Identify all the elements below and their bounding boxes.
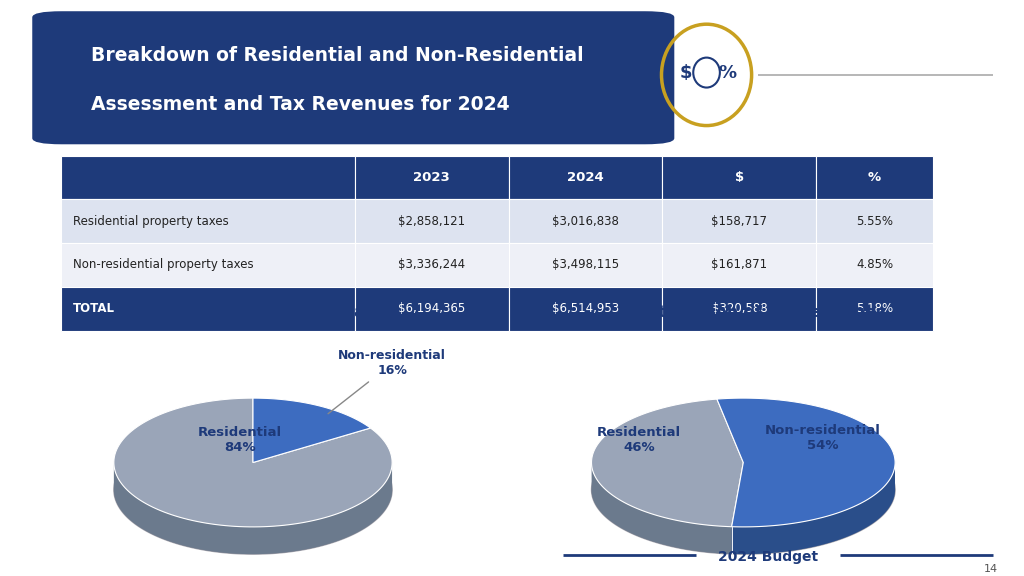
Text: TOTAL: TOTAL [73,302,115,315]
Bar [509,243,663,287]
Title: Distribution of the evaluation: Distribution of the evaluation [132,305,400,320]
Text: 5.55%: 5.55% [856,215,893,228]
Text: $3,498,115: $3,498,115 [552,259,620,271]
Text: Residential
46%: Residential 46% [597,426,681,454]
Bar [816,156,933,199]
Bar [355,199,509,243]
Text: $: $ [680,63,692,82]
Bar [663,287,816,331]
Text: $320,588: $320,588 [712,302,767,315]
Text: Non-residential
16%: Non-residential 16% [328,350,446,414]
Polygon shape [114,425,392,554]
Text: $3,016,838: $3,016,838 [552,215,620,228]
Polygon shape [592,399,743,526]
Text: 2023: 2023 [414,171,451,184]
Text: $158,717: $158,717 [712,215,767,228]
Text: Non-residential property taxes: Non-residential property taxes [73,259,253,271]
Bar [816,287,933,331]
Polygon shape [717,398,895,527]
Text: Breakdown of Residential and Non-Residential: Breakdown of Residential and Non-Residen… [90,47,584,66]
Text: $: $ [735,171,743,184]
Text: 2024: 2024 [567,171,604,184]
Text: Residential
84%: Residential 84% [198,426,282,454]
Bar [509,199,663,243]
Polygon shape [732,460,895,554]
Text: Non-residential
54%: Non-residential 54% [765,424,881,452]
Polygon shape [114,398,392,527]
Polygon shape [253,398,371,463]
Text: Residential property taxes: Residential property taxes [73,215,228,228]
Bar [663,243,816,287]
Bar [663,199,816,243]
Bar [663,156,816,199]
Bar [355,243,509,287]
Text: $3,336,244: $3,336,244 [398,259,466,271]
Text: $6,194,365: $6,194,365 [398,302,466,315]
Polygon shape [114,460,392,554]
Text: 5.18%: 5.18% [856,302,893,315]
Polygon shape [592,460,732,554]
Text: Assessment and Tax Revenues for 2024: Assessment and Tax Revenues for 2024 [90,95,509,114]
Title: Distribution of tax revenues: Distribution of tax revenues [630,305,886,320]
Text: 4.85%: 4.85% [856,259,893,271]
Bar [355,287,509,331]
Bar [816,243,933,287]
Bar [509,287,663,331]
Text: $2,858,121: $2,858,121 [398,215,466,228]
Text: %: % [718,63,736,82]
Bar [61,243,355,287]
Text: 14: 14 [984,564,998,574]
Bar [509,156,663,199]
Bar [355,156,509,199]
Text: %: % [868,171,881,184]
Bar [61,287,355,331]
Bar [61,199,355,243]
Bar [816,199,933,243]
Polygon shape [592,425,895,554]
Bar [61,156,355,199]
Text: $161,871: $161,871 [712,259,767,271]
FancyBboxPatch shape [33,11,674,145]
Text: 2024 Budget: 2024 Budget [718,550,818,564]
Text: $6,514,953: $6,514,953 [552,302,620,315]
